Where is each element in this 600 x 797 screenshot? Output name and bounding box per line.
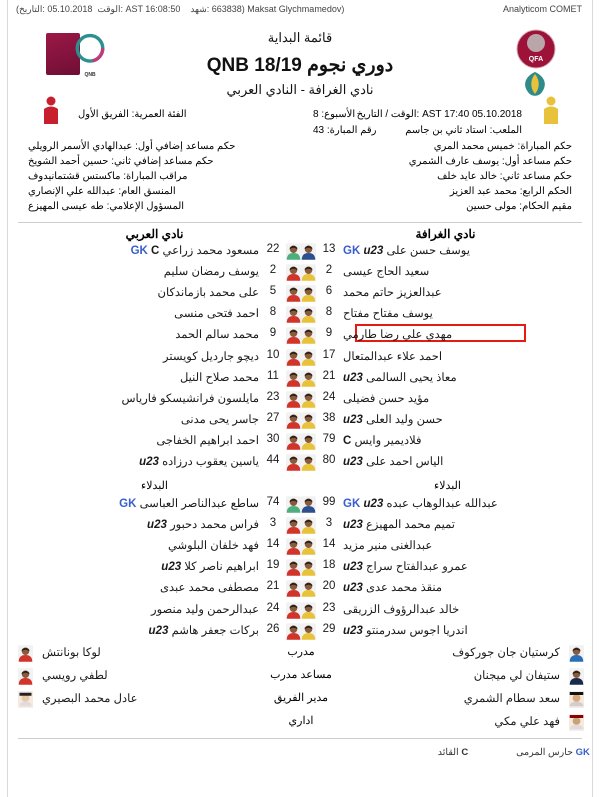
svg-text:QFA: QFA	[529, 56, 543, 63]
